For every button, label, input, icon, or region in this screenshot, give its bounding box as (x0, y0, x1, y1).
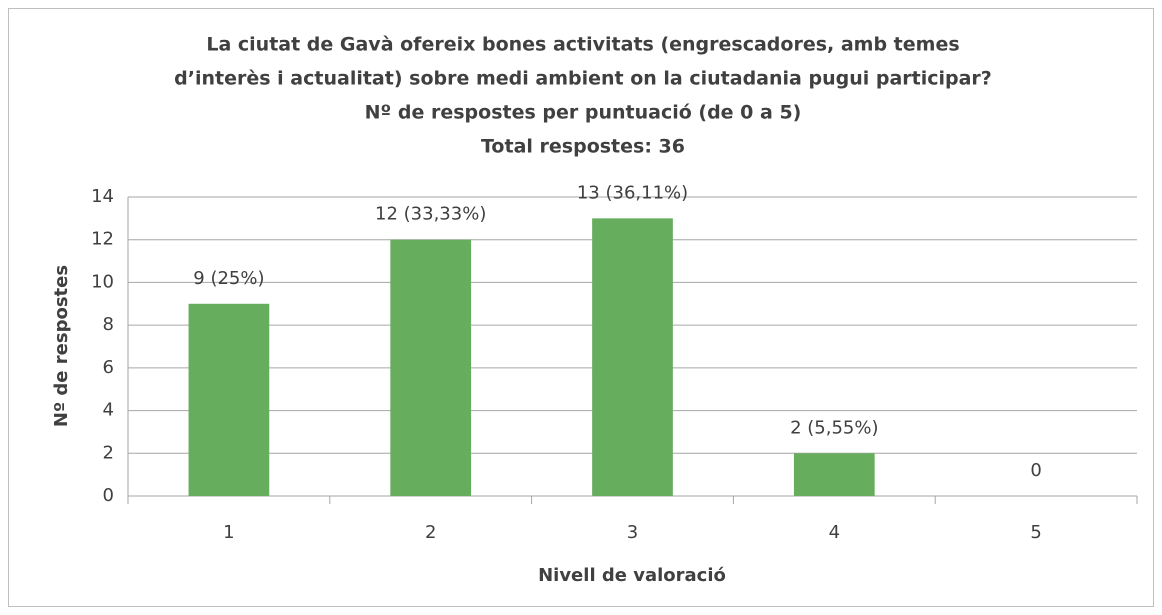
x-tick-label: 5 (1030, 522, 1041, 543)
bar (188, 303, 270, 496)
y-tick-label: 0 (103, 485, 114, 506)
data-label: 13 (36,11%) (577, 182, 688, 203)
chart-frame (8, 8, 1154, 607)
chart-title: Total respostes: 36 (481, 136, 685, 158)
bar (793, 453, 875, 496)
data-label: 9 (25%) (193, 268, 264, 289)
x-tick-label: 1 (223, 522, 234, 543)
x-tick-label: 2 (425, 522, 436, 543)
bar (390, 239, 472, 496)
y-tick-label: 10 (91, 271, 114, 292)
data-label: 12 (33,33%) (375, 204, 486, 225)
chart-title: La ciutat de Gavà ofereix bones activita… (206, 34, 959, 56)
x-axis-title: Nivell de valoració (538, 565, 726, 586)
y-tick-label: 2 (103, 442, 114, 463)
y-axis-title: Nº de respostes (51, 265, 72, 427)
y-tick-label: 6 (103, 357, 114, 378)
chart-title: Nº de respostes per puntuació (de 0 a 5) (365, 102, 802, 124)
y-tick-label: 14 (91, 186, 114, 207)
data-label: 0 (1030, 460, 1041, 481)
y-tick-label: 8 (103, 314, 114, 335)
x-tick-label: 4 (829, 522, 840, 543)
y-tick-label: 4 (103, 400, 114, 421)
bar (592, 218, 673, 496)
data-label: 2 (5,55%) (790, 417, 878, 438)
chart-title: d’interès i actualitat) sobre medi ambie… (174, 68, 992, 90)
x-tick-label: 3 (627, 522, 638, 543)
y-tick-label: 12 (91, 229, 114, 250)
